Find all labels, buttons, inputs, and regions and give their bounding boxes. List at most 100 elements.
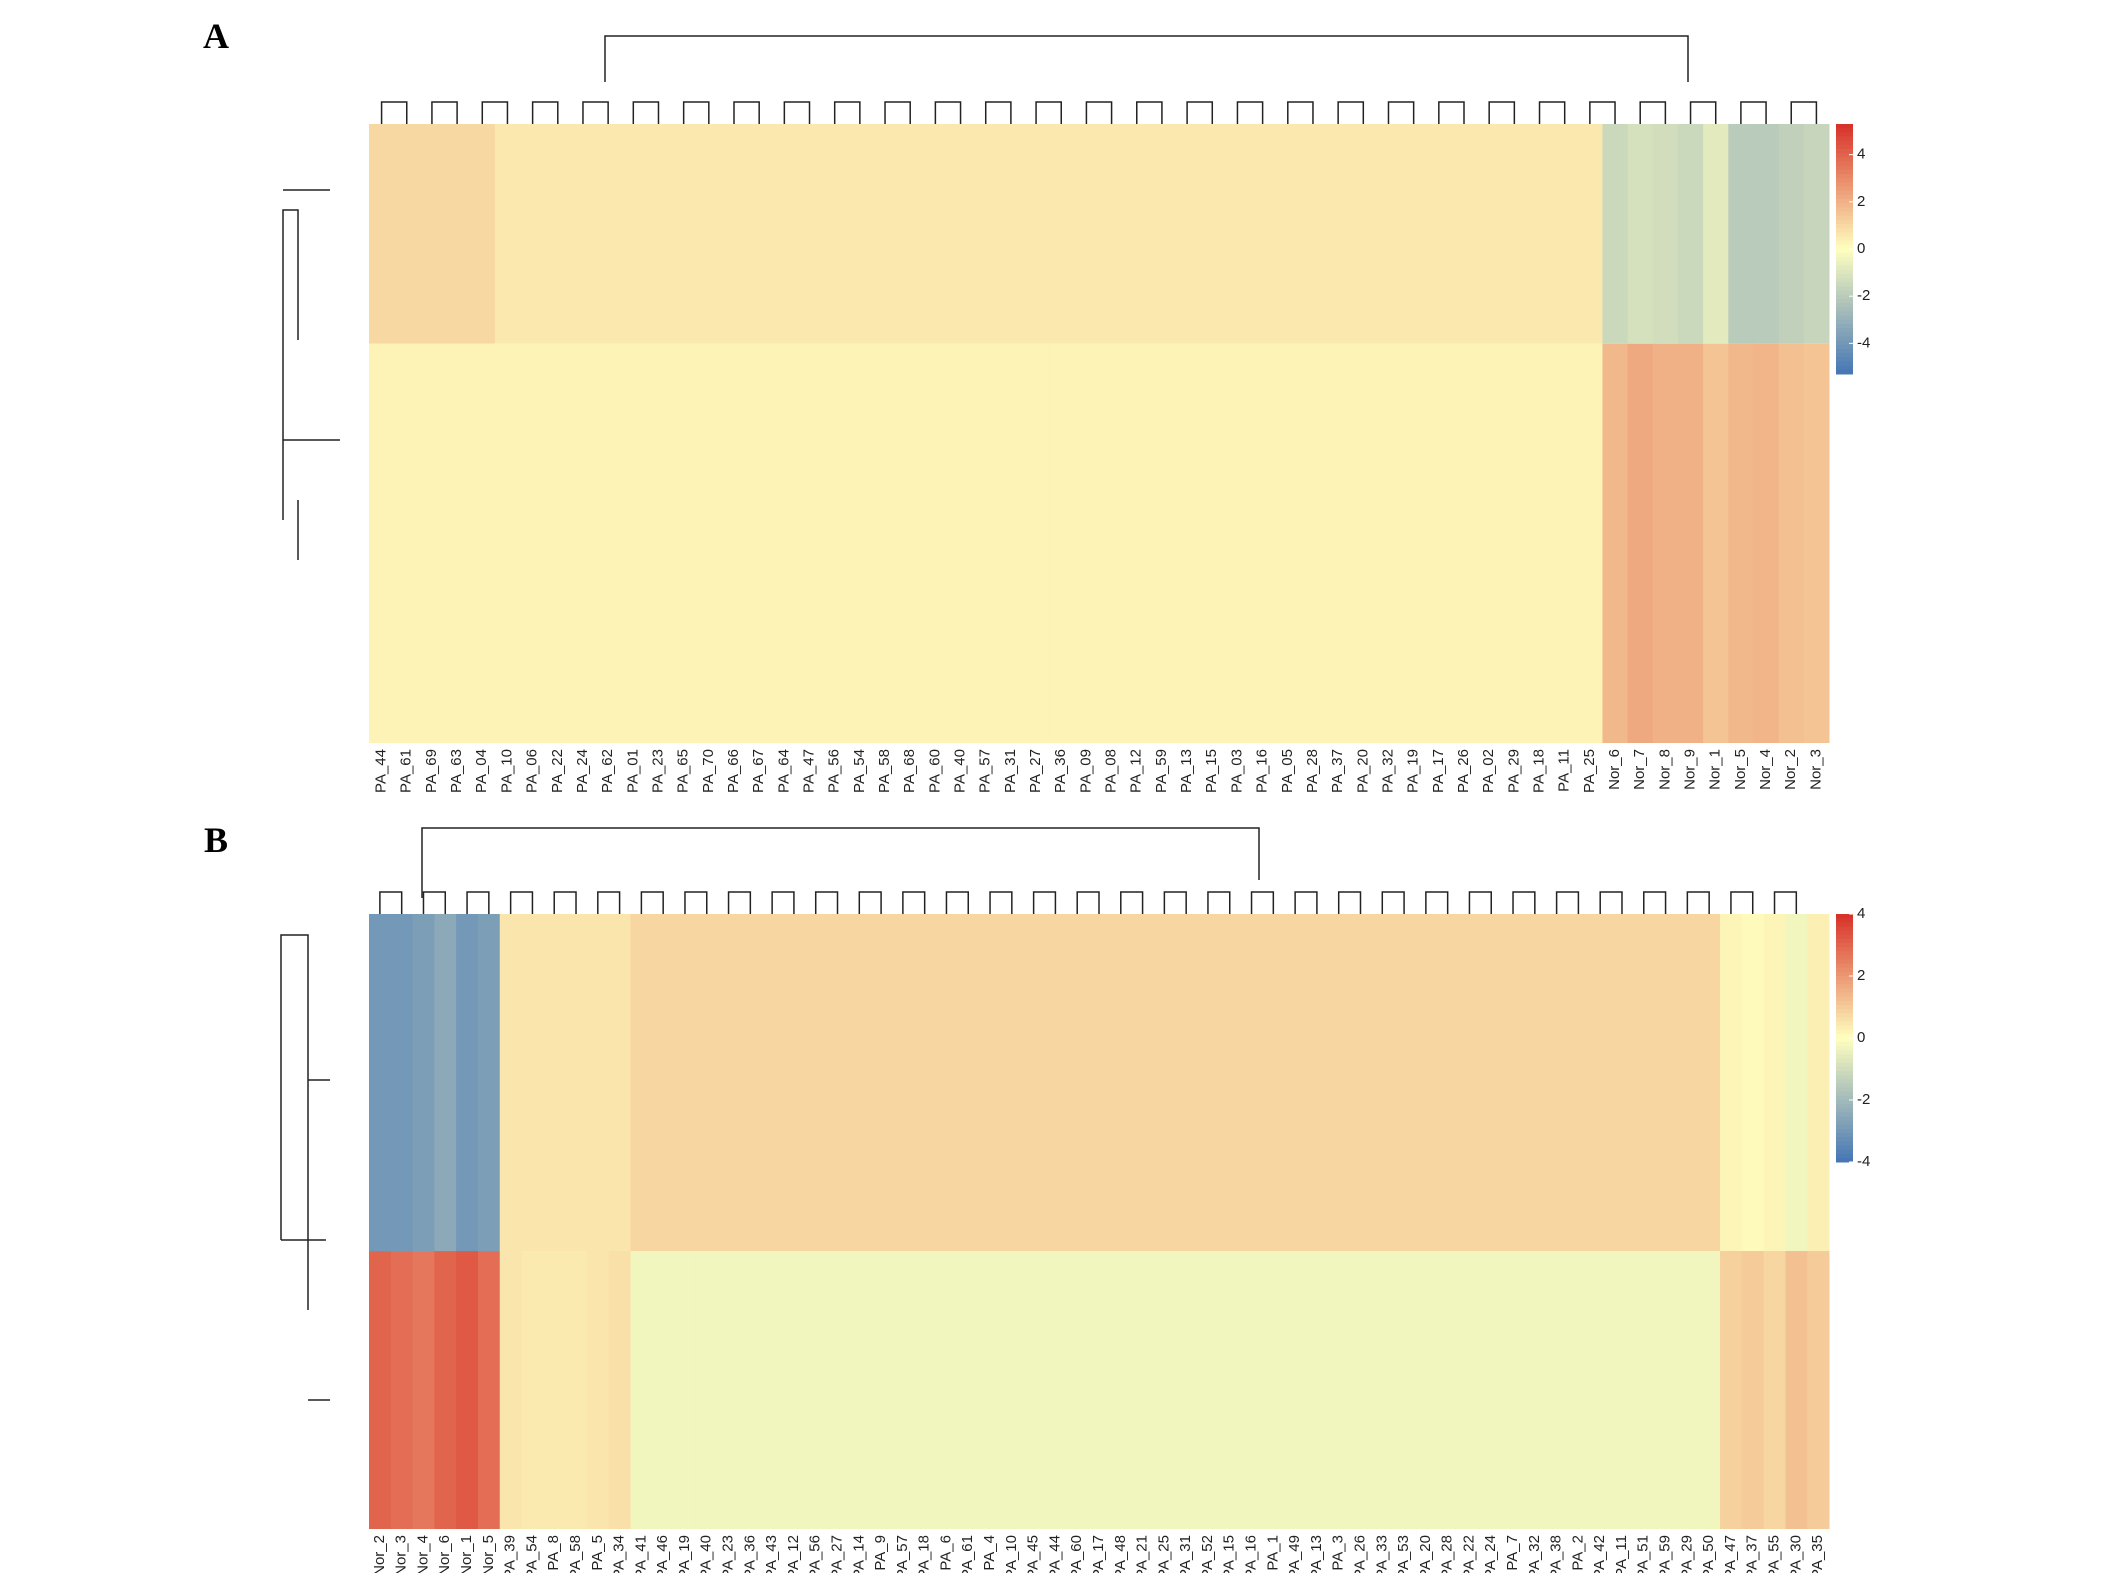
heatmap-cell [1224, 124, 1251, 344]
colorbar-segment [1836, 947, 1853, 952]
column-label: PA_37 [1329, 749, 1346, 793]
column-label: PA_61 [959, 1535, 976, 1573]
colorbar-segment [1836, 1157, 1853, 1163]
heatmap-cell [1476, 343, 1503, 743]
colorbar-segment [1836, 307, 1853, 312]
heatmap-cell [1197, 914, 1220, 1252]
dendrogram [945, 891, 970, 914]
column-label: PA_39 [502, 1535, 519, 1573]
column-label: PA_35 [1809, 1535, 1826, 1573]
heatmap-cell [913, 1251, 937, 1529]
colorbar-segment [1836, 344, 1853, 350]
column-label: PA_09 [1077, 749, 1094, 793]
heatmap-cell [1627, 343, 1654, 743]
heatmap-cell [1048, 343, 1075, 743]
dendrogram [814, 891, 839, 914]
heatmap-cell [1652, 343, 1679, 743]
dendrogram [1599, 891, 1623, 914]
colorbar-segment [1836, 369, 1853, 375]
column-label: PA_55 [1765, 1535, 1782, 1573]
heatmap-cell [1149, 343, 1176, 743]
heatmap-cell [652, 1251, 675, 1529]
column-label: PA_66 [725, 749, 742, 793]
dendrogram [481, 101, 509, 124]
heatmap-cell [872, 124, 899, 344]
colorbar-segment [1836, 996, 1853, 1002]
heatmap-cell [957, 914, 980, 1252]
colorbar-segment [1836, 153, 1853, 158]
colorbar-segment [1836, 1013, 1853, 1018]
colorbar-segment [1836, 144, 1853, 150]
colorbar-segment [1836, 294, 1853, 300]
heatmap-cell [565, 1251, 588, 1529]
heatmap-cell [1502, 914, 1525, 1252]
heatmap-cell [1088, 914, 1111, 1252]
panel-label: B [204, 820, 228, 860]
dendrogram [1120, 891, 1144, 914]
heatmap-cell [390, 1251, 414, 1529]
heatmap-cell [1698, 1251, 1721, 1529]
heatmap-cell [796, 124, 823, 344]
column-label: PA_19 [1405, 749, 1422, 793]
colorbar-segment [1836, 269, 1853, 275]
heatmap-cell [1627, 124, 1654, 344]
dendrogram [640, 891, 664, 914]
heatmap-cell [1703, 343, 1729, 743]
heatmap-cell [595, 124, 622, 344]
column-label: Nor_4 [414, 1535, 431, 1573]
dendrogram [684, 891, 708, 914]
heatmap-cell [1523, 914, 1547, 1252]
dendrogram [783, 101, 811, 124]
heatmap-cell [1393, 1251, 1416, 1529]
colorbar-segment [1836, 324, 1853, 329]
column-label: PA_9 [872, 1535, 889, 1571]
column-label: PA_27 [1027, 749, 1044, 793]
dendrogram [1381, 891, 1405, 914]
colorbar-tick-label: 0 [1857, 240, 1865, 257]
dendrogram [989, 891, 1013, 914]
colorbar-segment [1836, 140, 1853, 146]
column-label: PA_59 [1657, 1535, 1674, 1573]
heatmap-cell [1350, 343, 1377, 743]
colorbar-segment [1836, 959, 1853, 965]
heatmap-cell [1175, 914, 1198, 1252]
heatmap-cell [1807, 914, 1830, 1252]
colorbar-segment [1836, 249, 1853, 254]
column-label: PA_08 [1103, 749, 1120, 793]
colorbar-segment [1836, 1124, 1853, 1130]
column-label: PA_54 [851, 749, 868, 793]
colorbar-tick-label: 2 [1857, 193, 1865, 210]
column-label: PA_20 [1354, 749, 1371, 793]
heatmap-cell [998, 343, 1024, 743]
heatmap-cell [1728, 343, 1754, 743]
heatmap-cell [543, 1251, 566, 1529]
heatmap-cell [1349, 1251, 1372, 1529]
heatmap-cell [1109, 1251, 1133, 1529]
colorbar-segment [1836, 186, 1853, 192]
dendrogram [1740, 101, 1767, 124]
column-label: PA_51 [1635, 1535, 1652, 1573]
colorbar-segment [1836, 278, 1853, 283]
heatmap-cell [1526, 124, 1553, 344]
heatmap-cell [1199, 343, 1226, 743]
heatmap-cell [645, 343, 672, 743]
heatmap-cell [783, 1251, 806, 1529]
column-label: PA_48 [1112, 1535, 1129, 1573]
heatmap-cell [565, 914, 588, 1252]
column-label: PA_60 [1068, 1535, 1085, 1573]
heatmap-cell [570, 343, 597, 743]
heatmap-cell [1371, 1251, 1394, 1529]
heatmap-cell [1501, 124, 1528, 344]
heatmap-cell [1073, 343, 1100, 743]
colorbar-tick-label: -4 [1857, 1153, 1870, 1170]
heatmap-cell [947, 343, 974, 743]
colorbar-segment [1836, 290, 1853, 296]
dendrogram [984, 101, 1012, 124]
column-label: PA_22 [1460, 1535, 1477, 1573]
heatmap-cell [1149, 124, 1176, 344]
colorbar-segment [1836, 1149, 1853, 1155]
heatmap-cell [1066, 914, 1089, 1252]
heatmap-cell [1240, 1251, 1263, 1529]
dendrogram [280, 934, 330, 1401]
dendrogram [884, 101, 911, 124]
